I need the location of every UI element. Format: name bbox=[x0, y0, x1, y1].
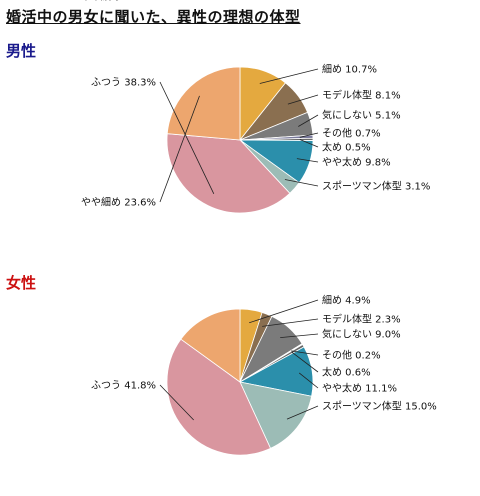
slice-label-female-7: ふつう 41.8% bbox=[91, 380, 156, 392]
leader-line-male-4 bbox=[299, 139, 319, 148]
leader-line-female-7 bbox=[159, 384, 194, 421]
slice-label-male-7: ふつう 38.3% bbox=[91, 77, 156, 89]
leader-line-male-3 bbox=[299, 132, 319, 138]
slice-label-male-6: スポーツマン体型 3.1% bbox=[322, 180, 430, 193]
slice-label-male-1: モデル体型 8.1% bbox=[322, 89, 401, 102]
pie-slice-female-8 bbox=[180, 308, 241, 383]
slice-label-female-0: 細め 4.9% bbox=[322, 294, 371, 307]
slice-label-male-2: 気にしない 5.1% bbox=[322, 109, 401, 122]
slice-label-male-4: 太め 0.5% bbox=[322, 141, 371, 154]
slice-label-male-8: やや細め 23.6% bbox=[81, 196, 156, 209]
slice-label-female-1: モデル体型 2.3% bbox=[322, 313, 401, 326]
pie-slice-female-7 bbox=[166, 338, 272, 456]
pie-slice-male-7 bbox=[166, 133, 291, 214]
slice-label-male-3: その他 0.7% bbox=[322, 127, 381, 140]
slice-label-female-3: その他 0.2% bbox=[322, 349, 381, 362]
leader-line-male-0 bbox=[259, 68, 319, 84]
leader-line-female-6 bbox=[286, 405, 319, 420]
slice-label-female-2: 気にしない 9.0% bbox=[322, 328, 401, 341]
slice-label-female-8: やや細め 15.0% bbox=[81, 0, 156, 3]
slice-label-male-5: やや太め 9.8% bbox=[322, 156, 391, 169]
slice-label-female-5: やや太め 11.1% bbox=[322, 382, 397, 395]
section-label-female: 女性 bbox=[6, 274, 37, 292]
leader-line-male-7 bbox=[159, 81, 215, 194]
leader-line-female-3 bbox=[291, 350, 319, 356]
leader-line-female-2 bbox=[280, 333, 319, 338]
leader-line-male-8 bbox=[159, 95, 200, 203]
leader-line-male-1 bbox=[287, 94, 319, 105]
pie-chart-male: 細め 10.7% モデル体型 8.1% 気にしない 5.1% その他 0.7%太め 0… bbox=[81, 63, 430, 214]
pie-slice-female-6 bbox=[239, 381, 313, 449]
page-title: 婚活中の男女に聞いた、異性の理想の体型 bbox=[6, 8, 301, 26]
leader-line-male-2 bbox=[298, 114, 319, 127]
leader-line-female-5 bbox=[298, 372, 319, 389]
leader-line-male-5 bbox=[296, 158, 319, 163]
slice-label-female-4: 太め 0.6% bbox=[322, 366, 371, 379]
slice-label-male-0: 細め 10.7% bbox=[322, 63, 377, 76]
leader-line-female-1 bbox=[262, 318, 319, 327]
pie-slice-male-8 bbox=[166, 66, 241, 141]
leader-line-male-6 bbox=[284, 179, 319, 187]
slice-label-female-6: スポーツマン体型 15.0% bbox=[322, 400, 437, 413]
pie-chart-female: 細め 4.9% モデル体型 2.3% 気にしない 9.0% その他 0.2% 太め 0.… bbox=[81, 0, 437, 456]
leader-line-female-4 bbox=[291, 351, 319, 373]
section-label-male: 男性 bbox=[6, 42, 37, 60]
leader-line-female-0 bbox=[249, 299, 319, 324]
